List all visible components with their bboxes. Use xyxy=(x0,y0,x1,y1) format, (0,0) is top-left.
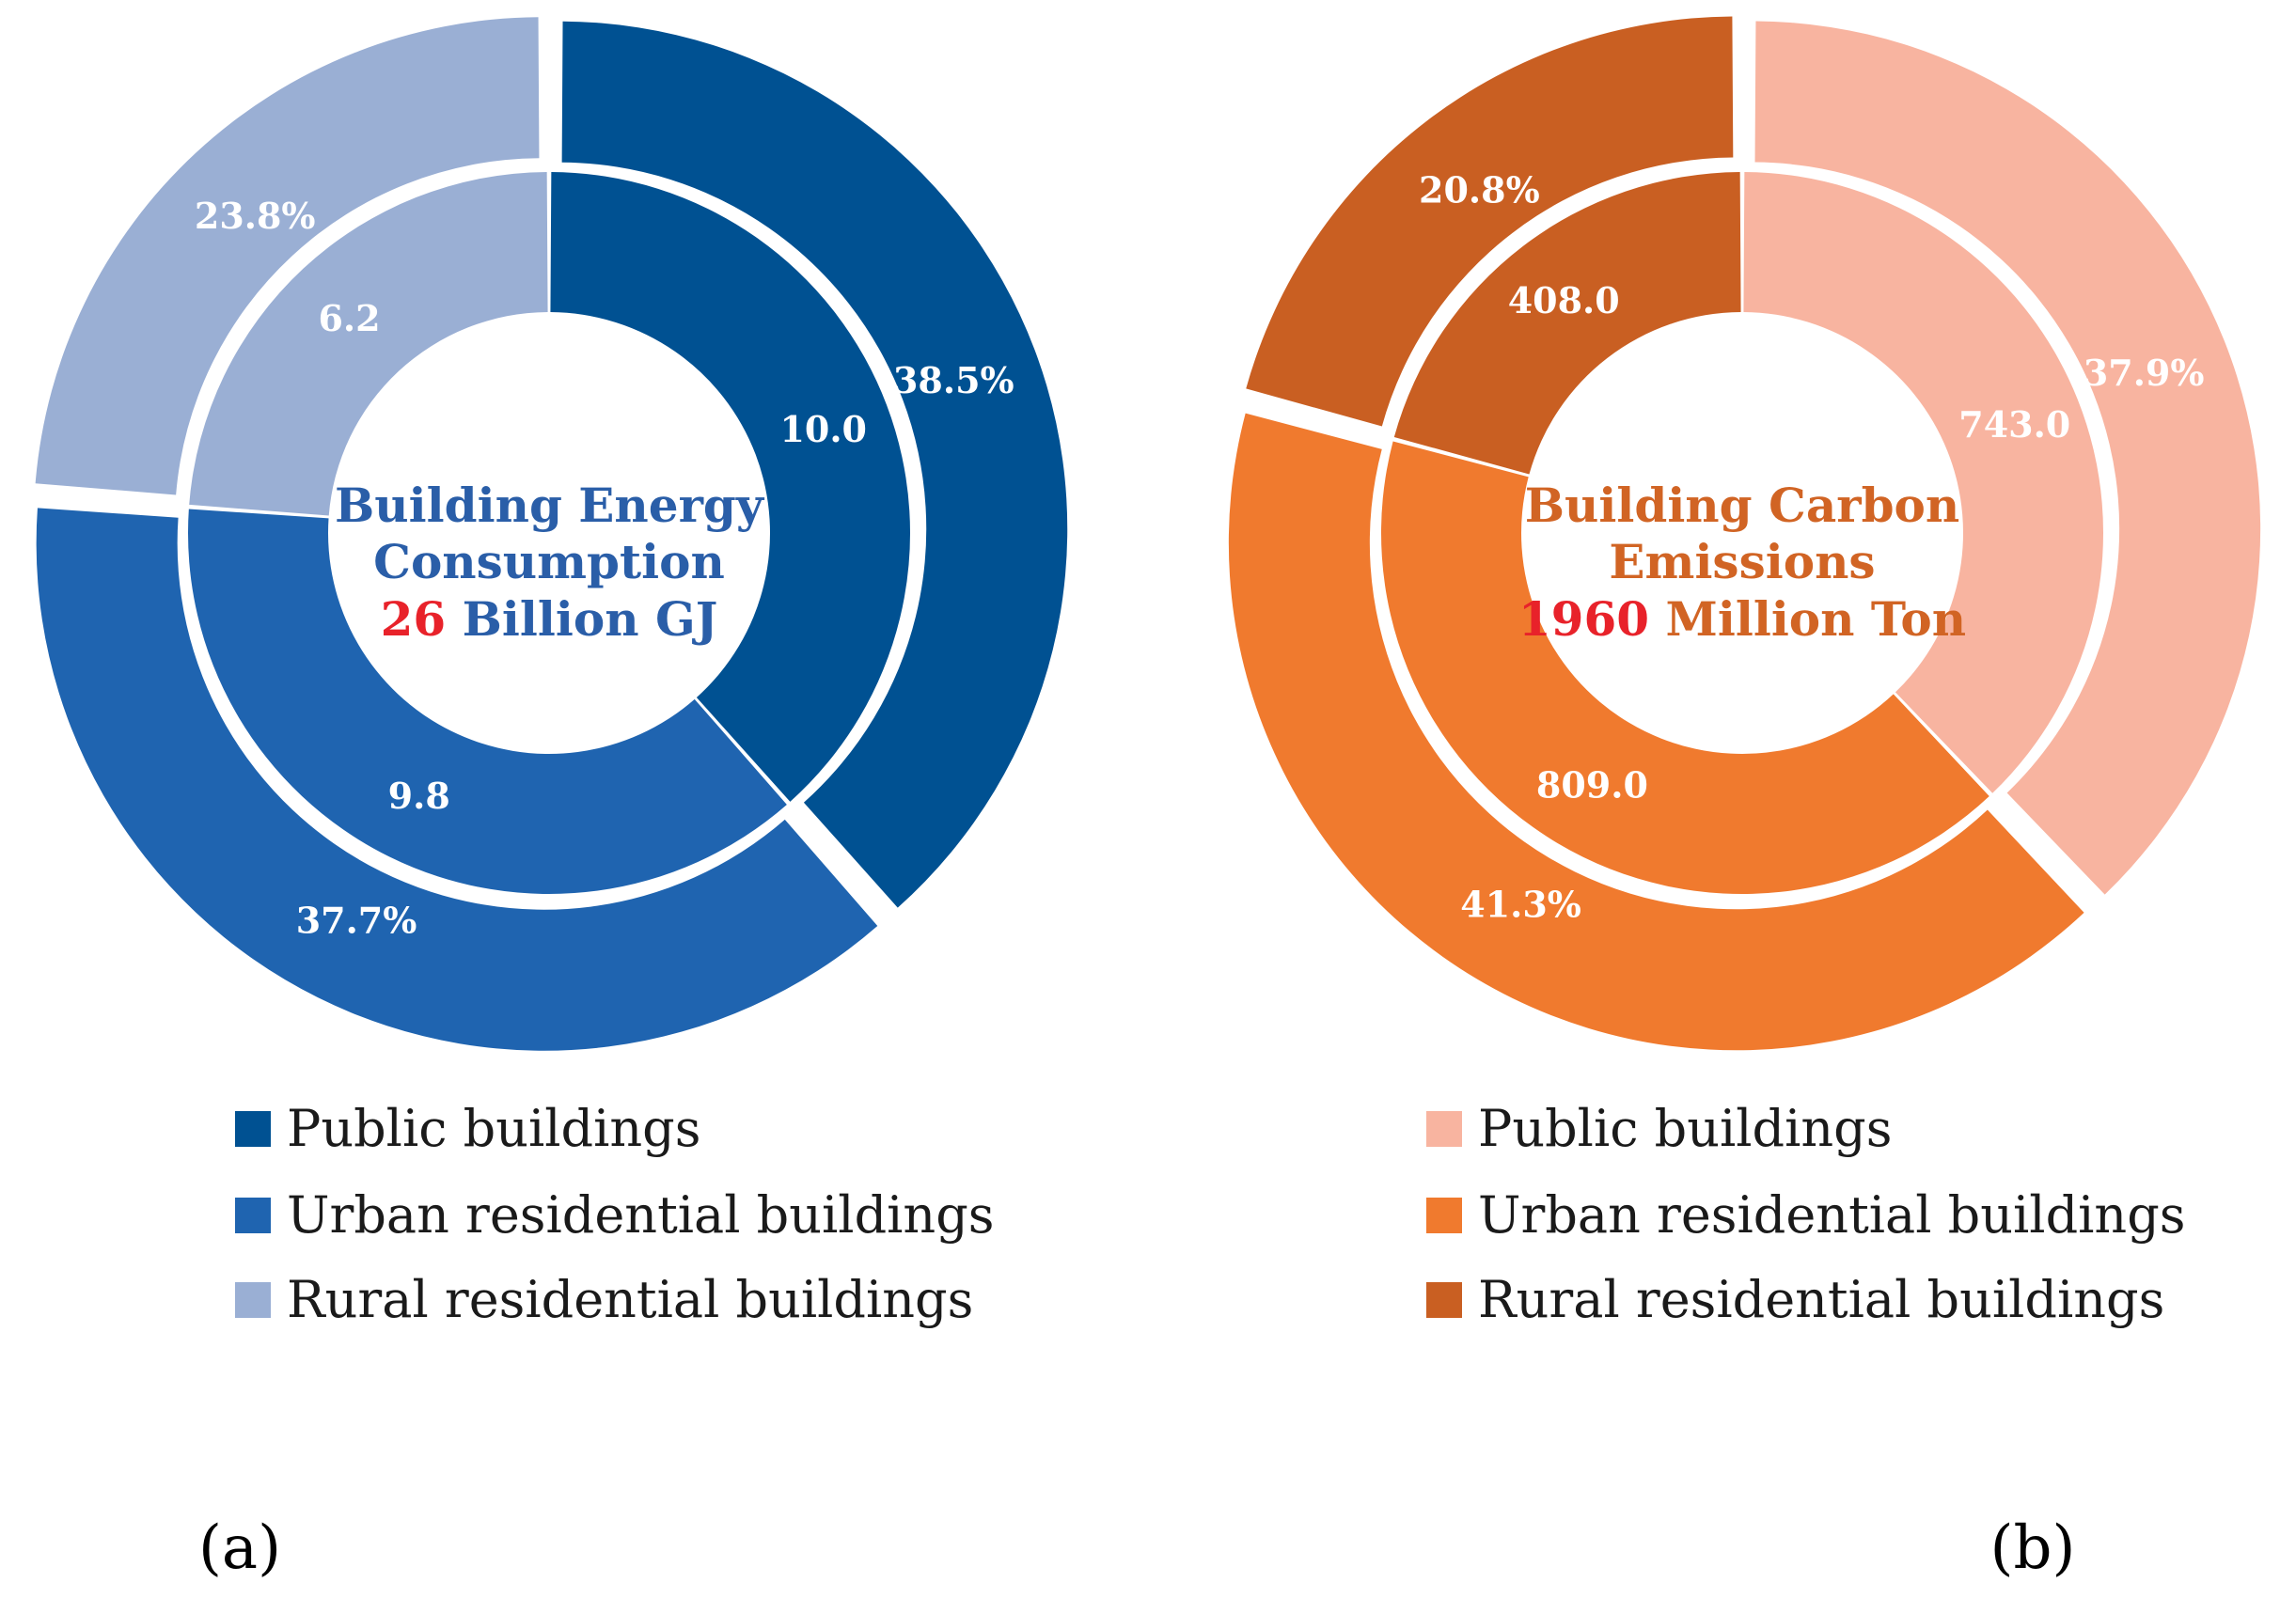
legend-swatch-urban-a xyxy=(235,1198,271,1233)
center-total-value-b: 1960 xyxy=(1518,591,1649,647)
chart-panel-a: 38.5% 37.7% 23.8% 10.0 9.8 6.2 Building Energ… xyxy=(35,17,1068,1583)
outer-slice-rural-b xyxy=(1246,16,1734,427)
center-total-value-a: 26 xyxy=(381,591,447,647)
inner-label-public-b: 743.0 xyxy=(1958,403,2070,446)
outer-slice-rural-a xyxy=(35,17,540,495)
center-title-line-1-a: Building Energy xyxy=(335,478,765,533)
outer-slice-public-b xyxy=(1754,21,2261,895)
inner-slice-rural-b xyxy=(1393,172,1741,475)
legend-swatch-public-a xyxy=(235,1111,271,1147)
center-title-line-2-b: Emissions xyxy=(1609,534,1875,589)
center-total-a: 26 Billion GJ xyxy=(381,591,718,647)
center-total-unit-a: Billion GJ xyxy=(463,591,718,647)
legend-b: Public buildings Urban residential build… xyxy=(1426,1099,2185,1329)
panel-label-b: (b) xyxy=(1990,1513,2076,1583)
legend-swatch-public-b xyxy=(1426,1111,1462,1147)
legend-label-public-a: Public buildings xyxy=(287,1099,700,1158)
outer-ring-a xyxy=(35,17,1068,1051)
outer-label-public-a: 38.5% xyxy=(893,359,1014,401)
inner-ring-a xyxy=(188,172,910,895)
inner-slice-urban-a xyxy=(188,509,787,895)
inner-slice-public-b xyxy=(1743,172,2103,793)
chart-panel-b: 37.9% 41.3% 20.8% 743.0 809.0 408.0 Building … xyxy=(1228,16,2261,1583)
legend-swatch-rural-a xyxy=(235,1282,271,1318)
legend-swatch-rural-b xyxy=(1426,1282,1462,1318)
inner-slice-urban-b xyxy=(1381,441,1989,894)
outer-ring-b xyxy=(1228,16,2261,1051)
legend-label-public-b: Public buildings xyxy=(1478,1099,1892,1158)
inner-label-urban-b: 809.0 xyxy=(1536,764,1648,807)
center-title-line-1-b: Building Carbon xyxy=(1525,478,1959,533)
inner-label-urban-a: 9.8 xyxy=(388,775,450,817)
outer-label-urban-a: 37.7% xyxy=(296,899,417,941)
inner-slice-rural-a xyxy=(189,172,548,516)
segment-labels-a: 38.5% 37.7% 23.8% 10.0 9.8 6.2 xyxy=(195,195,1014,941)
outer-slice-public-a xyxy=(561,21,1068,908)
inner-label-public-a: 10.0 xyxy=(779,408,867,450)
outer-label-public-b: 37.9% xyxy=(2084,352,2205,394)
outer-label-rural-b: 20.8% xyxy=(1419,168,1540,211)
inner-ring-b xyxy=(1381,172,2103,894)
center-total-b: 1960 Million Ton xyxy=(1518,591,1966,647)
inner-label-rural-b: 408.0 xyxy=(1508,279,1620,321)
legend-label-urban-a: Urban residential buildings xyxy=(287,1185,994,1245)
legend-label-rural-a: Rural residential buildings xyxy=(287,1270,973,1329)
panel-label-a: (a) xyxy=(198,1513,281,1583)
legend-swatch-urban-b xyxy=(1426,1198,1462,1233)
legend-label-urban-b: Urban residential buildings xyxy=(1478,1185,2185,1245)
center-total-unit-b: Million Ton xyxy=(1665,591,1966,647)
outer-label-urban-b: 41.3% xyxy=(1460,884,1581,926)
outer-slice-urban-b xyxy=(1228,413,2084,1051)
segment-labels-b: 37.9% 41.3% 20.8% 743.0 809.0 408.0 xyxy=(1419,168,2204,925)
outer-slice-urban-a xyxy=(36,508,878,1051)
center-title-line-2-a: Consumption xyxy=(373,534,725,589)
inner-label-rural-a: 6.2 xyxy=(318,297,380,339)
legend-label-rural-b: Rural residential buildings xyxy=(1478,1270,2164,1329)
inner-slice-public-a xyxy=(550,172,910,802)
outer-label-rural-a: 23.8% xyxy=(195,195,316,237)
legend-a: Public buildings Urban residential build… xyxy=(235,1099,994,1329)
